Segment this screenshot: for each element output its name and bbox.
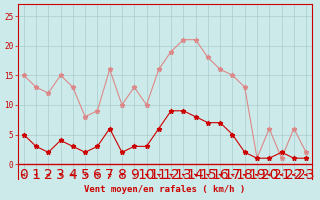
X-axis label: Vent moyen/en rafales ( km/h ): Vent moyen/en rafales ( km/h ) — [84, 185, 245, 194]
